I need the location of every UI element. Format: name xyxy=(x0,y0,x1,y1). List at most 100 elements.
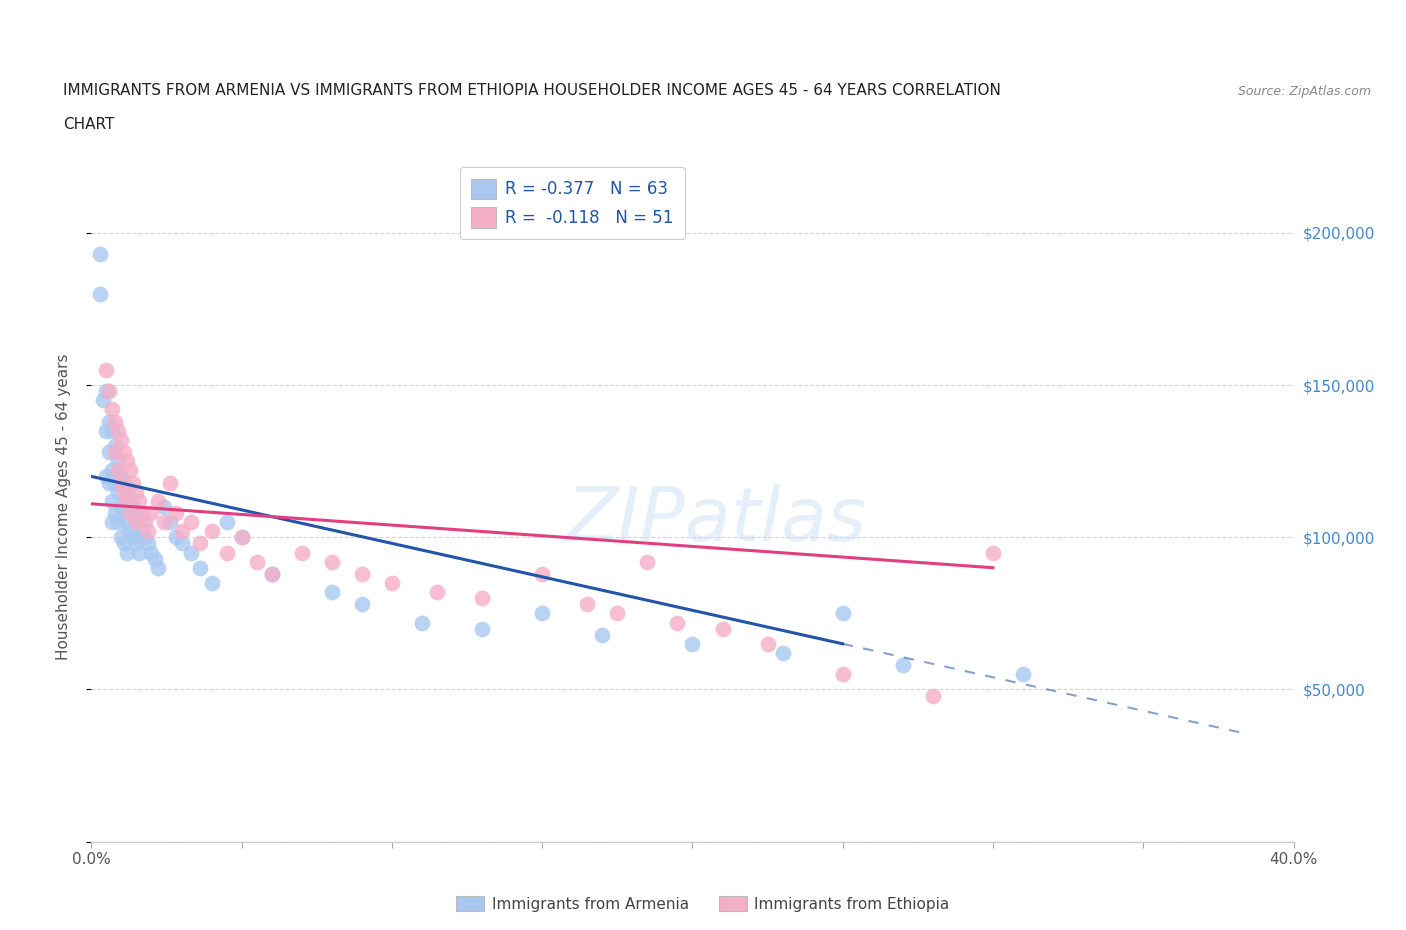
Point xyxy=(756,636,779,651)
Point xyxy=(350,566,373,581)
Point xyxy=(96,384,118,399)
Text: CHART: CHART xyxy=(63,117,115,132)
Point xyxy=(180,545,202,560)
Point xyxy=(101,402,124,417)
Point xyxy=(188,536,211,551)
Point xyxy=(681,636,703,651)
Point xyxy=(891,658,914,672)
Point xyxy=(107,514,129,529)
Point xyxy=(231,530,253,545)
Point xyxy=(110,499,132,514)
Point xyxy=(636,554,658,569)
Point xyxy=(831,667,853,682)
Point xyxy=(922,688,945,703)
Point xyxy=(89,246,111,261)
Point xyxy=(606,606,628,621)
Point xyxy=(101,463,124,478)
Point xyxy=(711,621,734,636)
Point xyxy=(152,499,174,514)
Point xyxy=(114,536,136,551)
Point xyxy=(120,524,142,538)
Point xyxy=(117,514,139,529)
Point xyxy=(170,536,193,551)
Point xyxy=(122,530,145,545)
Point xyxy=(104,475,127,490)
Point xyxy=(141,506,163,521)
Point xyxy=(471,591,494,605)
Point xyxy=(180,514,202,529)
Point xyxy=(98,475,121,490)
Point xyxy=(114,506,136,521)
Text: ZIPatlas: ZIPatlas xyxy=(567,485,866,556)
Point xyxy=(101,493,124,508)
Point xyxy=(128,545,150,560)
Point xyxy=(291,545,314,560)
Point xyxy=(159,475,181,490)
Point xyxy=(104,445,127,459)
Point xyxy=(131,506,153,521)
Point xyxy=(110,432,132,447)
Point xyxy=(165,506,187,521)
Point xyxy=(125,485,148,499)
Point xyxy=(231,530,253,545)
Point xyxy=(107,454,129,469)
Point xyxy=(146,493,169,508)
Point xyxy=(260,566,283,581)
Point xyxy=(215,545,238,560)
Point xyxy=(141,545,163,560)
Text: IMMIGRANTS FROM ARMENIA VS IMMIGRANTS FROM ETHIOPIA HOUSEHOLDER INCOME AGES 45 -: IMMIGRANTS FROM ARMENIA VS IMMIGRANTS FR… xyxy=(63,83,1001,98)
Point xyxy=(134,530,156,545)
Point xyxy=(170,524,193,538)
Point xyxy=(117,485,139,499)
Point xyxy=(89,286,111,301)
Point xyxy=(531,606,554,621)
Point xyxy=(531,566,554,581)
Point xyxy=(201,524,224,538)
Point xyxy=(215,514,238,529)
Point xyxy=(96,363,118,378)
Point xyxy=(831,606,853,621)
Legend: R = -0.377   N = 63, R =  -0.118   N = 51: R = -0.377 N = 63, R = -0.118 N = 51 xyxy=(460,167,685,239)
Point xyxy=(165,530,187,545)
Point xyxy=(101,514,124,529)
Point xyxy=(117,545,139,560)
Point xyxy=(666,615,689,630)
Point xyxy=(350,597,373,612)
Point xyxy=(120,506,142,521)
Point xyxy=(134,514,156,529)
Point xyxy=(411,615,433,630)
Point xyxy=(98,384,121,399)
Text: Source: ZipAtlas.com: Source: ZipAtlas.com xyxy=(1237,85,1371,98)
Point xyxy=(104,506,127,521)
Point xyxy=(128,493,150,508)
Point xyxy=(104,439,127,454)
Legend: Immigrants from Armenia, Immigrants from Ethiopia: Immigrants from Armenia, Immigrants from… xyxy=(450,889,956,918)
Point xyxy=(260,566,283,581)
Point xyxy=(146,560,169,575)
Point xyxy=(104,414,127,429)
Point xyxy=(138,524,160,538)
Point xyxy=(110,530,132,545)
Point xyxy=(107,485,129,499)
Point xyxy=(1012,667,1035,682)
Point xyxy=(128,514,150,529)
Point xyxy=(772,645,794,660)
Point xyxy=(576,597,599,612)
Point xyxy=(246,554,269,569)
Point xyxy=(96,423,118,438)
Point xyxy=(107,423,129,438)
Point xyxy=(117,454,139,469)
Point xyxy=(201,576,224,591)
Point xyxy=(110,475,132,490)
Point xyxy=(107,463,129,478)
Point xyxy=(131,524,153,538)
Point xyxy=(591,627,613,642)
Point xyxy=(98,445,121,459)
Point xyxy=(114,485,136,499)
Y-axis label: Householder Income Ages 45 - 64 years: Householder Income Ages 45 - 64 years xyxy=(56,353,70,660)
Point xyxy=(321,585,343,600)
Point xyxy=(426,585,449,600)
Point xyxy=(981,545,1004,560)
Point xyxy=(381,576,404,591)
Point xyxy=(188,560,211,575)
